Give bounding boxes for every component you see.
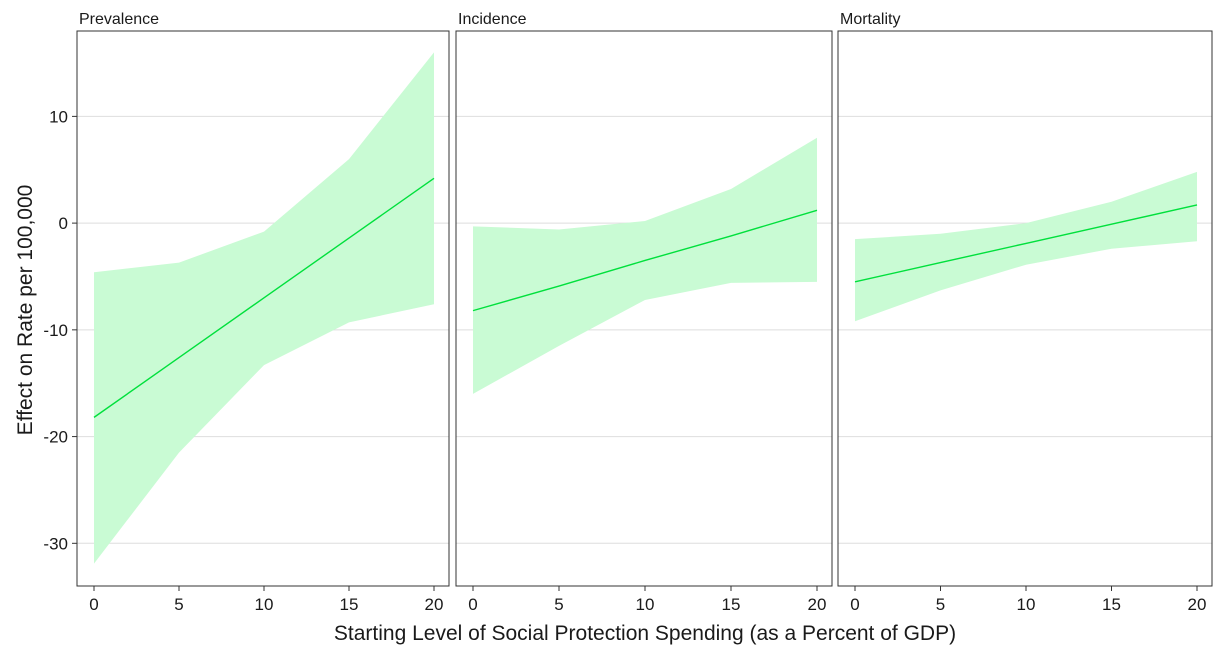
y-tick-label: -30: [43, 534, 68, 553]
x-tick-label: 10: [1017, 595, 1036, 614]
x-tick-label: 10: [636, 595, 655, 614]
x-axis-title: Starting Level of Social Protection Spen…: [334, 622, 956, 645]
y-axis: -30 -20 -10 0 10: [43, 107, 77, 553]
confidence-band: [473, 138, 817, 394]
x-tick-label: 0: [468, 595, 477, 614]
panel-prevalence: Prevalence 0 5 10 15 20: [77, 11, 449, 614]
x-tick-label: 20: [808, 595, 827, 614]
x-tick-label: 20: [1188, 595, 1207, 614]
panel-incidence: Incidence 0 5 10 15 20: [456, 11, 832, 614]
x-tick-label: 15: [340, 595, 359, 614]
confidence-band: [94, 52, 434, 563]
panel-mortality: Mortality 0 5 10 15 20: [838, 11, 1212, 614]
x-tick-label: 15: [722, 595, 741, 614]
confidence-band: [855, 172, 1197, 321]
x-tick-label: 10: [255, 595, 274, 614]
y-axis-title: Effect on Rate per 100,000: [14, 185, 37, 436]
panel-title: Incidence: [458, 11, 527, 28]
x-tick-label: 0: [89, 595, 98, 614]
y-tick-label: -10: [43, 321, 68, 340]
y-tick-label: 10: [49, 107, 68, 126]
x-tick-label: 5: [174, 595, 183, 614]
x-tick-label: 15: [1102, 595, 1121, 614]
panel-title: Prevalence: [79, 11, 159, 28]
panel-border: [838, 31, 1212, 586]
y-tick-label: -20: [43, 428, 68, 447]
panel-title: Mortality: [840, 11, 900, 28]
y-tick-label: 0: [59, 214, 68, 233]
x-tick-label: 0: [850, 595, 859, 614]
x-tick-label: 5: [554, 595, 563, 614]
x-tick-label: 20: [425, 595, 444, 614]
x-tick-label: 5: [936, 595, 945, 614]
